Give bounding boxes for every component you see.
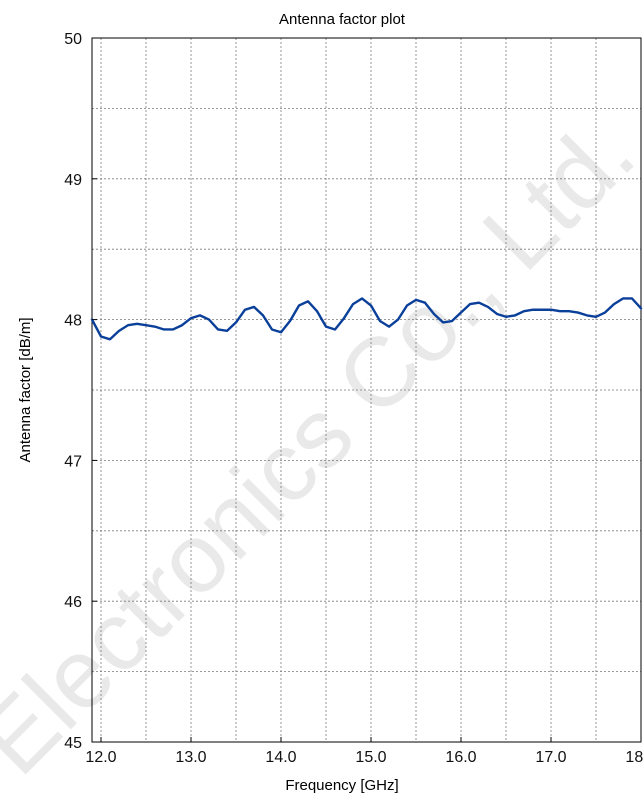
x-tick-label: 15.0 — [355, 749, 386, 766]
y-tick-label: 49 — [64, 172, 82, 189]
y-tick-label: 50 — [64, 31, 82, 48]
y-axis-label: Antenna factor [dB/m] — [17, 317, 34, 462]
x-tick-label: 14.0 — [265, 749, 296, 766]
x-axis-label: Frequency [GHz] — [285, 777, 398, 794]
x-tick-label: 18.0 — [625, 749, 644, 766]
y-tick-label: 45 — [64, 735, 82, 752]
x-tick-label: 17.0 — [535, 749, 566, 766]
watermark-text: Electronics Co., Ltd. — [0, 97, 644, 795]
x-tick-label: 12.0 — [85, 749, 116, 766]
x-tick-label: 16.0 — [445, 749, 476, 766]
grid — [92, 38, 641, 742]
y-axis-ticks: 45 46 47 48 49 50 — [64, 31, 97, 752]
series-layer — [90, 297, 643, 341]
y-tick-label: 46 — [64, 594, 82, 611]
y-tick-label: 47 — [64, 453, 82, 470]
y-tick-label: 48 — [64, 313, 82, 330]
chart-title: Antenna factor plot — [279, 11, 406, 28]
plot-frame — [91, 37, 642, 743]
x-axis-ticks: 12.0 13.0 14.0 15.0 16.0 17.0 18.0 — [85, 737, 644, 766]
series-line — [90, 297, 643, 341]
watermark: Electronics Co., Ltd. — [0, 97, 644, 795]
x-tick-label: 13.0 — [175, 749, 206, 766]
